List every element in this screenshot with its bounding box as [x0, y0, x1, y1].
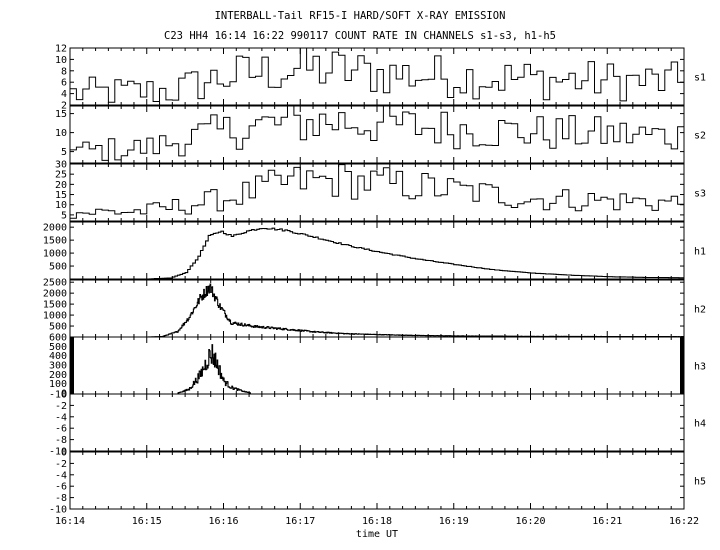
y-tick-label-h2: 2500: [43, 278, 67, 289]
panel-label-h3: h3: [694, 362, 706, 373]
y-tick-label-s3: 25: [55, 170, 67, 181]
y-tick-label-h5: -10: [49, 505, 67, 516]
series-line-h1: [70, 227, 684, 280]
y-tick-label-s3: 20: [55, 180, 67, 191]
y-tick-label-h1: 500: [49, 262, 67, 273]
x-axis-label: time UT: [356, 529, 398, 540]
y-tick-label-h4: -4: [55, 412, 67, 423]
y-tick-label-s3: 30: [55, 160, 67, 171]
y-tick-label-h1: 1500: [43, 236, 67, 247]
panel-frame-h2: [69, 279, 685, 338]
y-tick-label-h3: 100: [49, 379, 67, 390]
y-tick-label-h5: 0: [61, 448, 67, 459]
y-tick-label-h3: 0: [61, 389, 67, 400]
y-tick-label-h2: 1500: [43, 300, 67, 311]
x-tick-label: 16:15: [132, 516, 162, 527]
chart-subtitle: C23 HH4 16:14 16:22 990117 COUNT RATE IN…: [164, 30, 556, 42]
y-tick-label-h3: 300: [49, 361, 67, 372]
y-tick-label-h4: 0: [61, 390, 67, 401]
y-tick-label-s1: 12: [55, 44, 67, 55]
panel-label-h4: h4: [694, 419, 706, 430]
chart-title: INTERBALL-Tail RF15-I HARD/SOFT X-RAY EM…: [214, 10, 506, 22]
y-tick-label-h4: -10: [49, 447, 67, 458]
series-line-h3: [177, 344, 251, 394]
panel-label-h1: h1: [694, 247, 706, 258]
panel-label-s1: s1: [694, 73, 706, 84]
x-tick-label: 16:22: [669, 516, 699, 527]
y-tick-label-h2: 1000: [43, 311, 67, 322]
y-tick-label-s1: 8: [61, 66, 67, 77]
y-tick-label-s1: 6: [61, 78, 67, 89]
y-tick-label-h4: -6: [55, 424, 67, 435]
panel-frame-h1: [69, 221, 685, 280]
series-line-s1: [70, 47, 685, 103]
x-tick-label: 16:20: [515, 516, 545, 527]
y-tick-label-s2: 15: [55, 109, 67, 120]
y-tick-label-s3: 15: [55, 190, 67, 201]
y-tick-label-h3: 500: [49, 342, 67, 353]
y-tick-label-h3: 600: [49, 333, 67, 344]
panel-label-s2: s2: [694, 131, 706, 142]
y-tick-label-h3: 400: [49, 351, 67, 362]
y-tick-label-h3: -10: [49, 390, 67, 401]
y-tick-label-s3: 5: [61, 210, 67, 221]
series-line-h2: [70, 283, 684, 338]
panel-label-h2: h2: [694, 305, 706, 316]
y-tick-label-s3: 10: [55, 200, 67, 211]
panel-frame-h4: [69, 393, 685, 452]
x-tick-label: 16:14: [55, 516, 85, 527]
y-tick-label-h5: -4: [55, 470, 67, 481]
y-tick-label-h1: 1000: [43, 249, 67, 260]
y-tick-label-h5: -6: [55, 482, 67, 493]
panel-label-h5: h5: [694, 477, 706, 488]
x-tick-label: 16:16: [208, 516, 238, 527]
y-tick-label-h2: 500: [49, 322, 67, 333]
y-tick-label-s1: 4: [61, 89, 67, 100]
panel-frame-h3: [69, 336, 685, 395]
x-tick-label: 16:19: [439, 516, 469, 527]
x-tick-label: 16:17: [285, 516, 315, 527]
y-tick-label-s1: 2: [61, 101, 67, 112]
y-tick-label-h4: -2: [55, 401, 67, 412]
y-tick-label-s2: 5: [61, 147, 67, 158]
panel-frame-h5: [69, 451, 685, 510]
h3-right-edge-bar: [680, 337, 684, 394]
y-tick-label-h5: -2: [55, 459, 67, 470]
x-tick-label: 16:21: [592, 516, 622, 527]
series-line-s2: [70, 105, 685, 161]
panel-label-s3: s3: [694, 189, 706, 200]
y-tick-label-s2: 10: [55, 128, 67, 139]
y-tick-label-h5: -8: [55, 493, 67, 504]
x-tick-label: 16:18: [362, 516, 392, 527]
series-line-s3: [70, 164, 685, 219]
y-tick-label-h4: -8: [55, 435, 67, 446]
y-tick-label-s1: 10: [55, 55, 67, 66]
h3-left-edge-bar: [70, 337, 74, 394]
y-tick-label-h2: 2000: [43, 289, 67, 300]
y-tick-label-h3: 200: [49, 370, 67, 381]
y-tick-label-h1: 2000: [43, 223, 67, 234]
